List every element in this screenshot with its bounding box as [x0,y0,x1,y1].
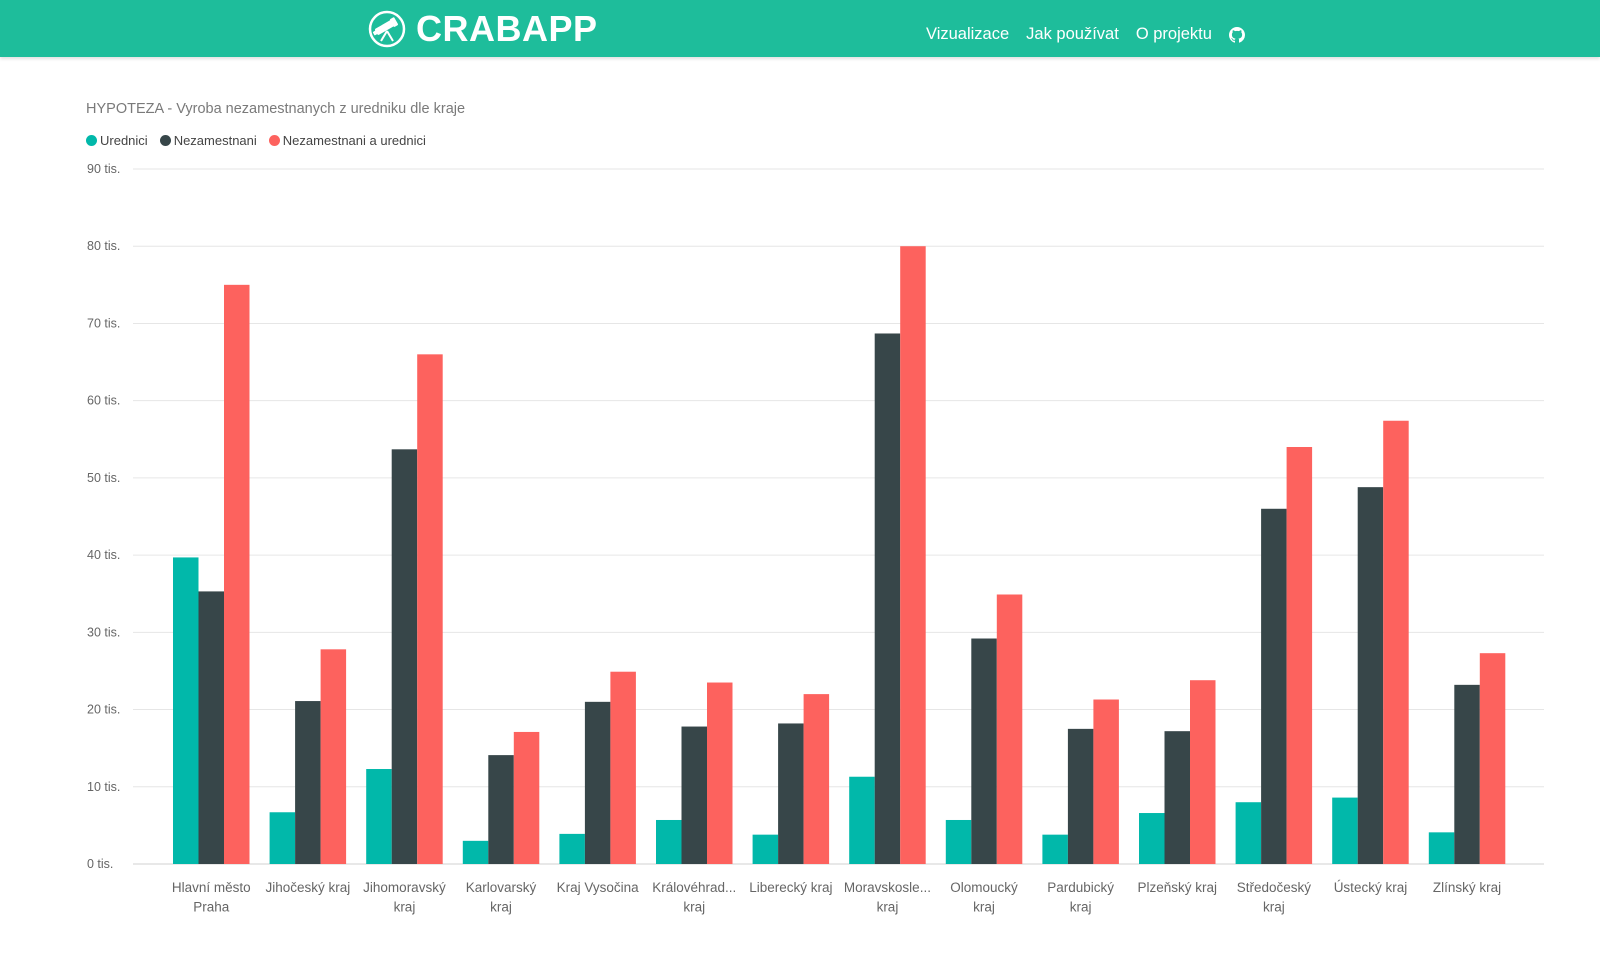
x-tick-label: Liberecký kraj [749,880,832,895]
x-tick-label: kraj [877,900,899,915]
legend-item-nezamestnani-a-urednici[interactable]: Nezamestnani a urednici [268,133,426,148]
chart-legend: Urednici Nezamestnani Nezamestnani a ure… [86,133,438,148]
bar [900,246,926,864]
legend-dot-urednici [86,135,97,146]
bar [1479,653,1506,864]
bar [1357,487,1384,864]
bar [417,354,443,864]
bar [752,834,779,864]
bar [366,769,392,864]
bar [1428,832,1455,864]
bar [1042,834,1068,864]
bar [173,557,199,864]
bar [1067,728,1094,864]
bar [1190,680,1216,864]
bar [610,671,636,864]
y-tick-label: 50 tis. [87,471,120,485]
bar [803,694,830,864]
y-tick-label: 40 tis. [87,548,120,562]
legend-item-urednici[interactable]: Urednici [86,133,148,148]
telescope-icon [368,10,406,48]
x-tick-label: Plzeňský kraj [1137,880,1217,895]
x-tick-label: Jihočeský kraj [265,880,350,895]
x-tick-label: Moravskosle... [844,880,931,895]
x-tick-label: Kraj Vysočina [557,880,640,895]
bar [1093,699,1119,864]
bar [559,833,585,864]
x-tick-label: kraj [1070,900,1092,915]
brand-name: CRABAPP [416,8,598,49]
x-tick-label: Hlavní město [172,880,251,895]
nav-link-vizualizace[interactable]: Vizualizace [926,25,1010,43]
bar [224,284,250,864]
x-tick-label: kraj [394,900,416,915]
bar [295,701,321,864]
legend-label-nezamestnani: Nezamestnani [173,133,257,148]
x-tick-label: Karlovarský [466,880,537,895]
y-tick-label: 90 tis. [87,162,120,176]
y-tick-label: 80 tis. [87,239,120,253]
x-tick-label: Zlínský kraj [1433,880,1501,895]
y-tick-label: 70 tis. [87,316,120,330]
bar [1261,508,1287,864]
x-tick-label: Pardubický [1047,880,1114,895]
bar [996,594,1023,864]
y-tick-label: 0 tis. [87,857,113,871]
bar [778,723,804,864]
bar [971,638,997,864]
legend-item-nezamestnani[interactable]: Nezamestnani [159,133,257,148]
bar [1139,813,1165,864]
nav-link-jak-pouzivat[interactable]: Jak používat [1026,25,1119,43]
bar [656,819,682,864]
navbar: CRABAPP Vizualizace Jak používat O proje… [0,0,1600,57]
bar [945,819,972,864]
bar [1164,731,1190,864]
y-tick-label: 10 tis. [87,780,120,794]
bar [513,731,540,864]
bar [1332,797,1358,864]
nav-links: Vizualizace Jak používat O projektu [926,0,1245,57]
legend-dot-nezamestnani [159,135,171,146]
y-tick-label: 20 tis. [87,703,120,717]
chart-title: HYPOTEZA - Vyroba nezamestnanych z uredn… [86,101,466,117]
x-tick-label: Středočeský [1237,880,1312,895]
bar [849,776,875,864]
legend-label-nezamestnani-a-urednici: Nezamestnani a urednici [282,133,426,148]
legend-label-urednici: Urednici [100,133,148,148]
x-tick-label: Olomoucký [950,880,1018,895]
brand-link[interactable]: CRABAPP [368,9,598,49]
github-icon[interactable] [1228,26,1245,43]
y-tick-label: 30 tis. [87,625,120,639]
bar [391,449,418,864]
bar [584,701,611,864]
x-tick-label: Ústecký kraj [1334,880,1408,895]
bar [1286,447,1313,864]
y-tick-label: 60 tis. [87,394,120,408]
x-tick-label: kraj [973,900,995,915]
bar [269,812,296,864]
bar [707,682,733,864]
bar [320,649,347,864]
bar [462,840,489,864]
bar [488,755,514,864]
x-tick-label: Jihomoravský [363,880,446,895]
x-tick-label: kraj [490,900,512,915]
bar [1454,684,1480,864]
legend-dot-nezamestnani-a-urednici [268,135,280,146]
bar [198,591,224,864]
bar [874,333,901,864]
x-tick-label: kraj [683,900,705,915]
bar [1235,802,1262,864]
bar [1383,420,1409,864]
x-tick-label: kraj [1263,900,1285,915]
nav-link-o-projektu[interactable]: O projektu [1135,25,1212,43]
bar [681,726,707,864]
x-tick-label: Královéhrad... [652,880,736,895]
x-tick-label: Praha [193,900,230,915]
